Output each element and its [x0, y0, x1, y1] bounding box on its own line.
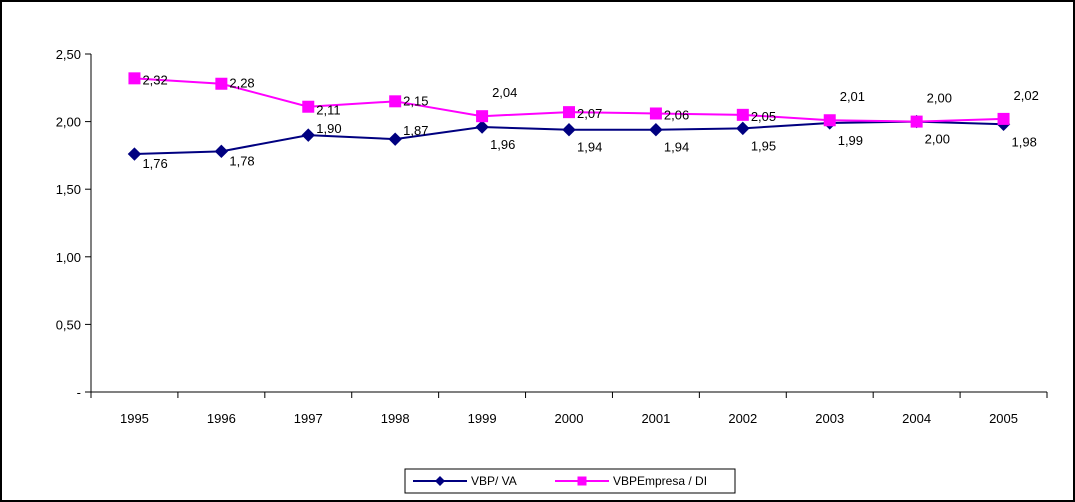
- data-point: [127, 147, 142, 161]
- data-point: [388, 132, 402, 146]
- legend-label: VBPEmpresa / DI: [613, 474, 707, 488]
- data-point: [302, 100, 315, 113]
- x-tick-label: 2001: [641, 411, 670, 426]
- x-tick-label: 2005: [989, 411, 1018, 426]
- data-point: [215, 77, 228, 90]
- data-label: 1,76: [142, 156, 167, 171]
- legend-marker: [435, 476, 445, 486]
- y-tick-label: -: [77, 385, 81, 400]
- data-point: [649, 123, 663, 137]
- x-tick-label: 2003: [815, 411, 844, 426]
- data-point: [997, 112, 1010, 125]
- data-label: 1,98: [1012, 134, 1037, 149]
- x-tick-label: 1997: [294, 411, 323, 426]
- data-label: 2,00: [927, 91, 952, 106]
- data-point: [563, 106, 575, 119]
- data-point: [301, 128, 315, 142]
- data-label: 1,87: [403, 123, 428, 138]
- data-label: 2,11: [316, 103, 340, 118]
- data-point: [736, 108, 749, 121]
- data-label: 2,01: [840, 89, 865, 104]
- data-label: 1,90: [316, 121, 341, 136]
- data-point: [562, 123, 576, 137]
- data-point: [214, 144, 229, 159]
- y-tick-label: 2,50: [56, 47, 81, 62]
- data-point: [649, 107, 662, 120]
- data-label: 2,32: [142, 72, 167, 87]
- y-tick-label: 2,00: [56, 115, 81, 130]
- legend-marker: [577, 476, 587, 486]
- data-point: [736, 121, 750, 136]
- y-tick-label: 1,50: [56, 182, 81, 197]
- data-label: 2,28: [229, 76, 254, 91]
- data-point: [476, 110, 489, 123]
- data-label: 2,05: [751, 109, 776, 124]
- data-point: [475, 120, 489, 134]
- x-tick-label: 1998: [381, 411, 410, 426]
- legend-label: VBP/ VA: [471, 474, 517, 488]
- x-tick-label: 2002: [728, 411, 757, 426]
- data-label: 2,07: [577, 106, 602, 121]
- x-tick-label: 2000: [555, 411, 584, 426]
- data-label: 2,06: [664, 107, 689, 122]
- data-label: 1,78: [229, 153, 254, 168]
- x-tick-label: 2004: [902, 411, 931, 426]
- data-point: [389, 95, 402, 108]
- data-point: [910, 115, 923, 128]
- data-point: [823, 114, 836, 127]
- data-point: [128, 72, 141, 85]
- y-tick-label: 1,00: [56, 250, 81, 265]
- data-label: 1,96: [490, 137, 515, 152]
- data-label: 2,04: [492, 85, 517, 100]
- data-label: 1,94: [577, 140, 602, 155]
- x-tick-label: 1995: [120, 411, 149, 426]
- y-tick-label: 0,50: [56, 317, 81, 332]
- data-label: 1,94: [664, 140, 689, 155]
- data-label: 1,95: [751, 138, 776, 153]
- data-label: 2,15: [403, 93, 428, 108]
- data-label: 2,00: [925, 132, 950, 147]
- data-label: 1,99: [838, 133, 863, 148]
- x-tick-label: 1999: [468, 411, 497, 426]
- data-label: 2,02: [1014, 88, 1039, 103]
- x-tick-label: 1996: [207, 411, 236, 426]
